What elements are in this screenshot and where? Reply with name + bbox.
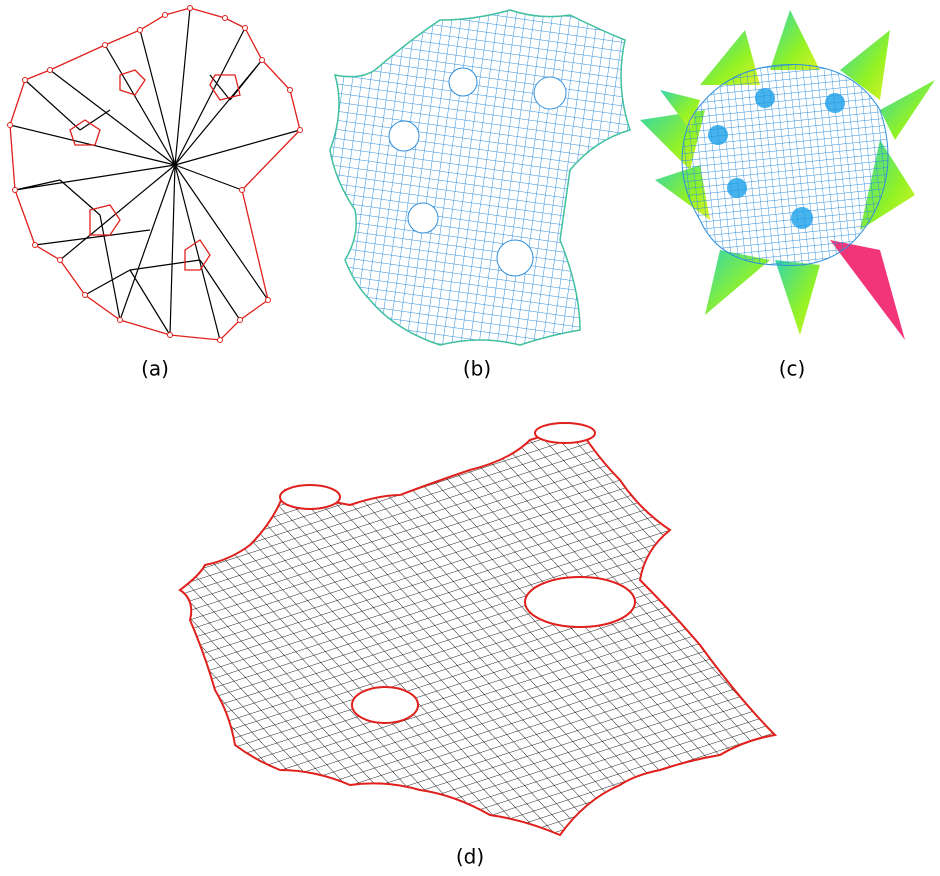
quad-mesh — [681, 64, 889, 266]
holes — [279, 422, 636, 724]
holes — [388, 67, 567, 277]
panel-b: (b) — [329, 9, 631, 381]
panel-label: (b) — [463, 357, 491, 381]
quad-mesh — [329, 9, 631, 346]
surface-mesh — [178, 428, 778, 837]
singular-clusters — [708, 88, 845, 229]
panel-d: (d) — [178, 422, 778, 869]
vertices — [7, 5, 303, 343]
panel-c: (c) — [640, 10, 935, 381]
panel-label: (d) — [456, 845, 484, 869]
mesh-lines — [9, 7, 301, 341]
panel-label: (c) — [779, 357, 806, 381]
panel-a: (a) — [7, 5, 303, 381]
panel-label: (a) — [141, 357, 169, 381]
boundary — [9, 7, 301, 341]
hole-boundaries — [69, 69, 241, 271]
spike-fan-red — [830, 240, 905, 340]
